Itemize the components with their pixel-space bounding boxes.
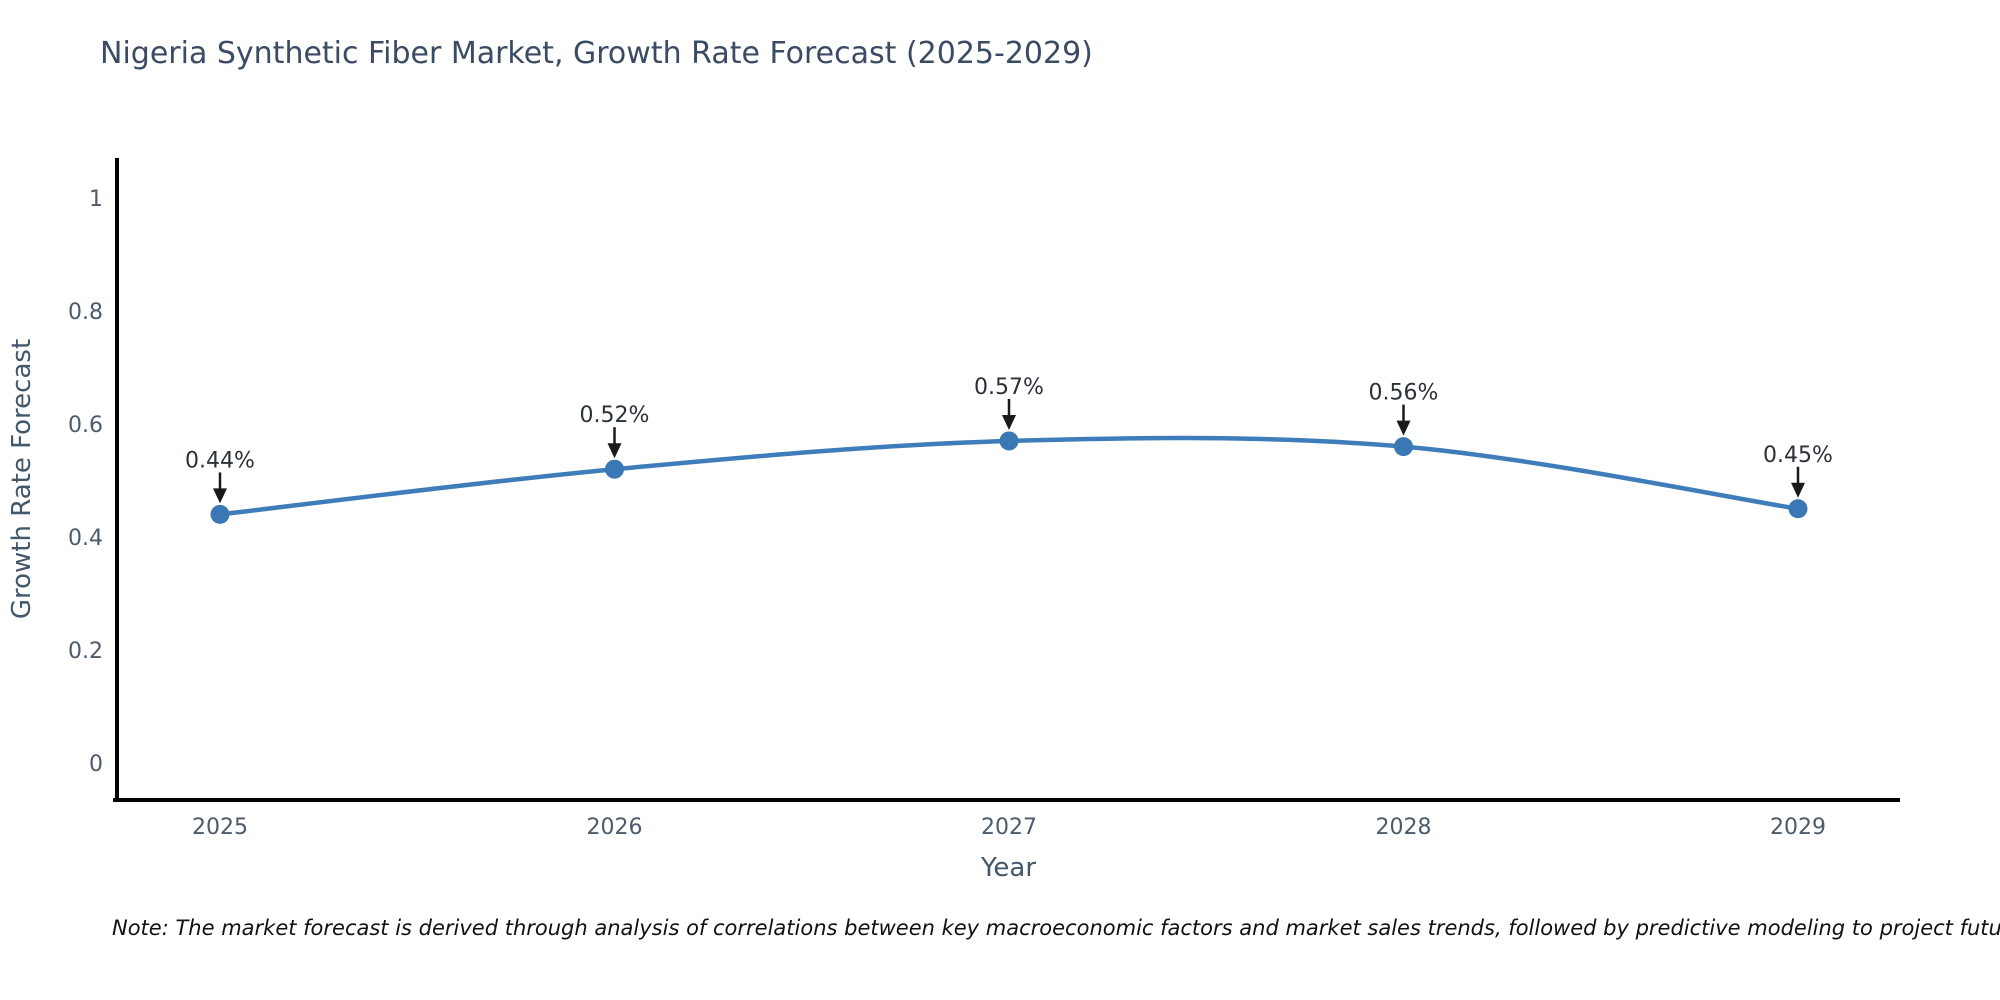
y-axis-tick-label: 0.8 [68, 300, 103, 325]
y-axis-tick-label: 0.2 [68, 639, 103, 664]
data-point-marker [210, 504, 230, 524]
footnote: Note: The market forecast is derived thr… [112, 916, 2000, 940]
annotation-arrow-head [213, 488, 227, 504]
data-point-marker [605, 459, 624, 479]
data-point-marker [1394, 437, 1413, 457]
data-point-label: 0.57% [974, 375, 1044, 400]
y-axis-tick-label: 0.6 [68, 413, 103, 438]
data-point-label: 0.56% [1369, 381, 1439, 406]
annotation-arrow-head [607, 443, 622, 459]
data-point-label: 0.45% [1763, 443, 1833, 468]
annotation-arrow-head [1396, 420, 1411, 436]
chart-title: Nigeria Synthetic Fiber Market, Growth R… [100, 36, 1093, 71]
data-point-label: 0.52% [580, 403, 650, 428]
y-axis-tick-label: 0.4 [68, 526, 103, 551]
data-point-marker [999, 431, 1019, 451]
data-point-marker [1788, 499, 1808, 519]
x-axis-title: Year [980, 853, 1036, 883]
x-axis-tick-label: 2028 [1376, 815, 1432, 840]
x-axis-tick-label: 2029 [1770, 815, 1826, 840]
y-axis-tick-label: 1 [89, 187, 103, 212]
x-axis-tick-label: 2025 [192, 815, 248, 840]
annotation-arrow-head [1002, 414, 1016, 430]
x-axis-tick-label: 2026 [587, 815, 643, 840]
data-point-label: 0.44% [185, 448, 255, 473]
x-axis-tick-label: 2027 [981, 815, 1037, 840]
y-axis-title: Growth Rate Forecast [7, 339, 37, 619]
annotation-arrow-head [1791, 482, 1805, 498]
y-axis-tick-label: 0 [89, 752, 103, 777]
